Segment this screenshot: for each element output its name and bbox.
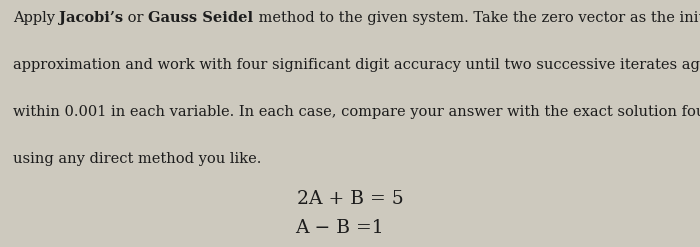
Text: using any direct method you like.: using any direct method you like. <box>13 152 261 166</box>
Text: method to the given system. Take the zero vector as the initial: method to the given system. Take the zer… <box>253 11 700 25</box>
Text: Apply: Apply <box>13 11 60 25</box>
Text: A − B =1: A − B =1 <box>295 219 384 237</box>
Text: Jacobi’s: Jacobi’s <box>60 11 123 25</box>
Text: or: or <box>123 11 148 25</box>
Text: 2A + B = 5: 2A + B = 5 <box>297 190 403 208</box>
Text: within 0.001 in each variable. In each case, compare your answer with the exact : within 0.001 in each variable. In each c… <box>13 105 700 119</box>
Text: Gauss Seidel: Gauss Seidel <box>148 11 253 25</box>
Text: approximation and work with four significant digit accuracy until two successive: approximation and work with four signifi… <box>13 58 700 72</box>
